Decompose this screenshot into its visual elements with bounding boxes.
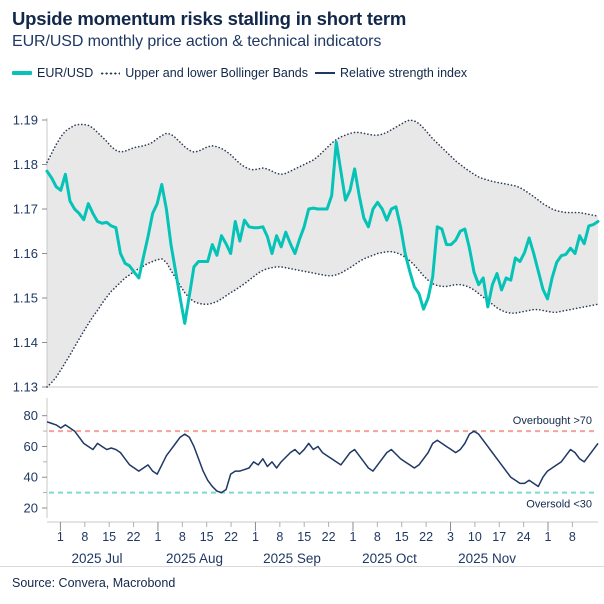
x-axis-day-label: 3 xyxy=(447,530,454,544)
price-y-tick-label: 1.14 xyxy=(13,335,38,350)
price-y-tick-label: 1.16 xyxy=(13,246,38,261)
x-axis-day-label: 8 xyxy=(374,530,381,544)
x-axis-month-label: 2025 Nov xyxy=(458,551,516,566)
x-axis-day-label: 8 xyxy=(276,530,283,544)
x-axis-day-label: 15 xyxy=(102,530,116,544)
source-note: Source: Convera, Macrobond xyxy=(12,576,176,590)
legend-label-eurusd: EUR/USD xyxy=(37,66,94,80)
x-axis-day-label: 1 xyxy=(252,530,259,544)
price-y-tick-label: 1.19 xyxy=(13,113,38,128)
x-axis-month-label: 2025 Oct xyxy=(362,551,417,566)
x-axis-day-label: 22 xyxy=(127,530,141,544)
x-axis-day-label: 1 xyxy=(349,530,356,544)
eurusd-price-line xyxy=(45,140,600,325)
legend-item-rsi[interactable]: Relative strength index xyxy=(315,66,467,80)
rsi-y-tick-label: 20 xyxy=(24,501,38,516)
x-axis-day-label: 8 xyxy=(569,530,576,544)
overbought-label: Overbought >70 xyxy=(513,415,592,427)
x-axis-day-label: 17 xyxy=(492,530,506,544)
price-y-tick-label: 1.17 xyxy=(13,202,38,217)
bollinger-band-fill xyxy=(47,120,598,387)
x-axis-day-label: 15 xyxy=(395,530,409,544)
x-axis-day-label: 1 xyxy=(545,530,552,544)
x-axis-day-label: 22 xyxy=(224,530,238,544)
rsi-y-tick-label: 60 xyxy=(24,439,38,454)
legend-label-rsi: Relative strength index xyxy=(340,66,468,80)
x-axis-day-label: 10 xyxy=(468,530,482,544)
legend-label-bollinger: Upper and lower Bollinger Bands xyxy=(125,66,309,80)
x-axis-day-label: 22 xyxy=(322,530,336,544)
dotted-line-marker-icon xyxy=(100,71,121,75)
chart-plot-group: 1.13 1.14 1.15 1.16 1.17 1.18 1.19 20 40 60 80 Over… xyxy=(13,113,600,566)
rsi-y-tick-label: 40 xyxy=(24,470,38,485)
price-y-tick-label: 1.13 xyxy=(13,380,38,395)
rsi-line xyxy=(46,421,599,494)
footer-divider xyxy=(0,566,604,567)
x-axis-day-label: 24 xyxy=(517,530,531,544)
upper-bollinger-band-line xyxy=(46,119,599,217)
legend-item-eurusd[interactable]: EUR/USD xyxy=(12,66,93,80)
chart-legend: EUR/USD Upper and lower Bollinger Bands … xyxy=(12,66,467,80)
oversold-label: Oversold <30 xyxy=(526,499,592,511)
price-y-tick-label: 1.15 xyxy=(13,291,38,306)
x-axis-day-label: 15 xyxy=(297,530,311,544)
line-marker-icon xyxy=(315,71,336,75)
x-axis-day-label: 1 xyxy=(154,530,161,544)
page-subtitle: EUR/USD monthly price action & technical… xyxy=(12,33,382,50)
x-axis-day-label: 8 xyxy=(81,530,88,544)
price-y-tick-label: 1.18 xyxy=(13,157,38,172)
x-axis-month-label: 2025 Aug xyxy=(166,551,223,566)
x-axis-day-label: 1 xyxy=(57,530,64,544)
x-axis-month-label: 2025 Jul xyxy=(71,551,122,566)
x-axis-day-label: 8 xyxy=(179,530,186,544)
x-axis-month-label: 2025 Sep xyxy=(263,551,321,566)
lower-bollinger-band-line xyxy=(46,250,599,388)
x-axis-day-label: 22 xyxy=(419,530,433,544)
x-axis-day-label: 15 xyxy=(200,530,214,544)
legend-item-bollinger[interactable]: Upper and lower Bollinger Bands xyxy=(100,66,308,80)
line-marker-icon xyxy=(12,71,32,75)
page-title: Upside momentum risks stalling in short … xyxy=(12,8,407,29)
rsi-y-tick-label: 80 xyxy=(24,408,38,423)
